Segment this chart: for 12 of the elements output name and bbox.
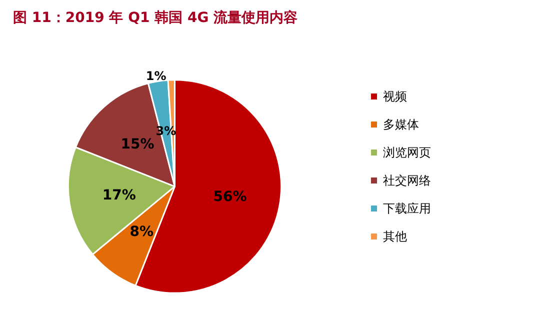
legend-label: 视频: [383, 90, 407, 104]
chart-title: 图 11：2019 年 Q1 韩国 4G 流量使用内容: [13, 9, 298, 26]
legend-label: 下载应用: [383, 202, 431, 216]
legend-label: 其他: [383, 230, 407, 244]
data-label: 56%: [213, 189, 247, 206]
data-label: 17%: [102, 187, 136, 204]
legend-label: 社交网络: [383, 174, 431, 188]
data-label: 8%: [130, 224, 154, 240]
data-label: 1%: [146, 68, 166, 83]
legend-label: 浏览网页: [383, 146, 431, 160]
data-label: 15%: [120, 136, 154, 152]
legend-label: 多媒体: [383, 118, 419, 132]
